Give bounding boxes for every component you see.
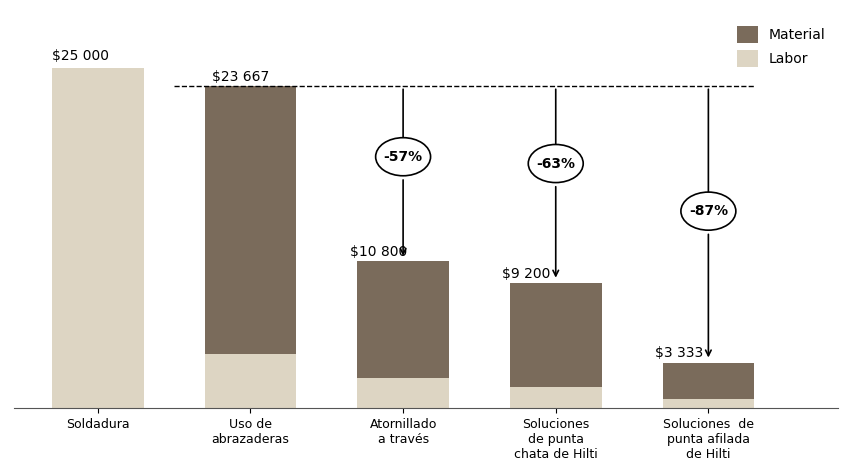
Bar [510,387,602,408]
Bar [357,261,449,379]
Bar [663,363,754,399]
Text: $25 000: $25 000 [52,49,109,63]
Bar [52,68,144,408]
Bar [663,399,754,408]
Ellipse shape [376,138,430,176]
Ellipse shape [681,192,736,230]
Ellipse shape [528,144,584,182]
Bar [204,86,296,354]
Text: -87%: -87% [688,204,728,218]
Legend: Material, Labor: Material, Labor [731,21,832,73]
Text: -63%: -63% [536,157,575,171]
Text: $9 200: $9 200 [503,266,550,281]
Text: $10 800: $10 800 [349,245,407,259]
Text: $3 333: $3 333 [655,346,703,361]
Bar [510,283,602,387]
Bar [204,354,296,408]
Text: -57%: -57% [383,150,423,164]
Bar [357,379,449,408]
Text: $23 667: $23 667 [212,70,269,85]
